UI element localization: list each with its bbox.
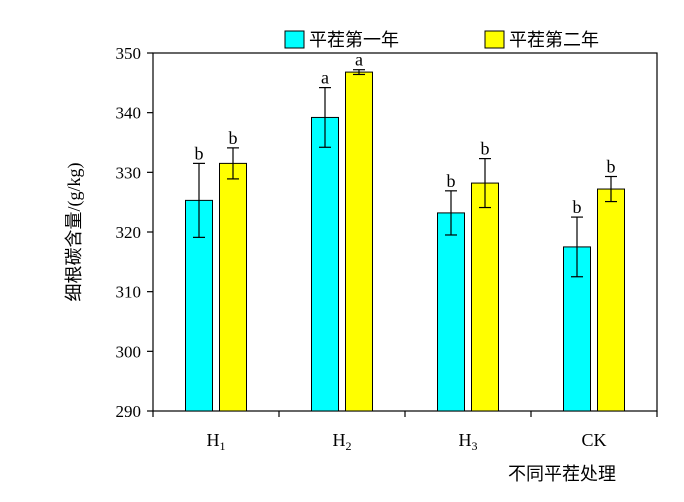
y-axis-label: 细根碳含量/(g/kg) [64,163,85,302]
significance-label: b [229,128,238,148]
x-category-label: H3 [459,430,478,453]
x-category-label-base: H [333,430,346,450]
significance-label: b [573,197,582,217]
y-tick-label: 300 [116,342,142,361]
bar [345,71,373,412]
x-category-label-base: H [459,430,472,450]
x-category-label-subscript: 1 [220,439,226,453]
x-category-label: H2 [333,430,352,453]
bar [597,188,625,412]
x-axis-label: 不同平茬处理 [508,464,616,484]
bar [219,162,247,412]
x-category-label-subscript: 2 [346,439,352,453]
significance-label: a [321,68,329,88]
significance-label: b [195,143,204,163]
legend-swatch [284,30,305,49]
significance-label: a [355,50,363,70]
y-tick-label: 320 [116,223,142,242]
bar [437,212,465,412]
y-tick-label: 340 [116,104,142,123]
bar [471,182,499,412]
legend-label: 平茬第一年 [309,30,399,50]
x-category-label-base: CK [581,430,606,450]
x-category-label-subscript: 3 [472,439,478,453]
x-category-label: CK [581,430,606,450]
x-category-label-base: H [207,430,220,450]
significance-label: b [607,157,616,177]
y-tick-label: 330 [116,163,142,182]
significance-label: b [447,171,456,191]
x-category-label: H1 [207,430,226,453]
y-tick-label: 290 [116,402,142,421]
legend-swatch [484,30,505,49]
y-tick-label: 350 [116,44,142,63]
y-tick-label: 310 [116,283,142,302]
legend-label: 平茬第二年 [509,30,599,50]
bar [311,116,339,412]
significance-label: b [481,139,490,159]
